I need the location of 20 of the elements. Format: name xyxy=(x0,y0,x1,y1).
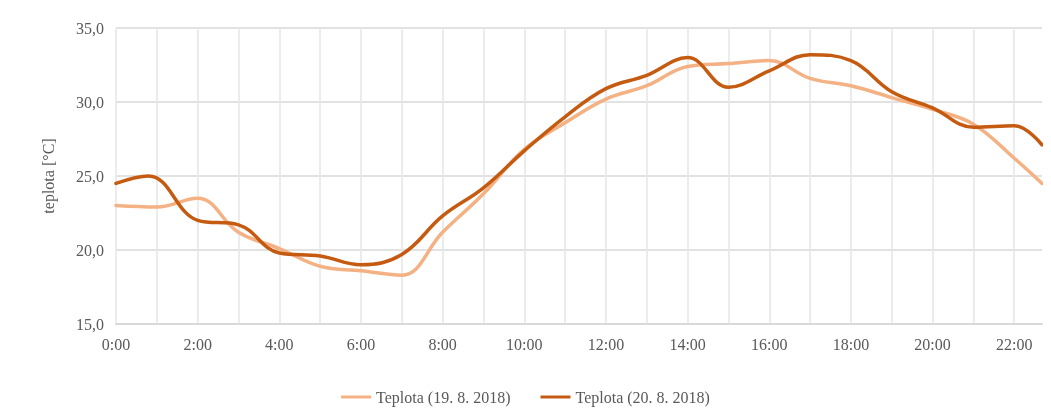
y-tick-label: 20,0 xyxy=(76,241,104,259)
x-tick-label: 12:00 xyxy=(587,335,625,353)
y-tick-label: 25,0 xyxy=(76,167,104,185)
legend-label: Teplota (20. 8. 2018) xyxy=(575,388,710,407)
x-tick-label: 10:00 xyxy=(506,335,543,353)
x-tick-label: 6:00 xyxy=(346,335,376,353)
x-tick-label: 0:00 xyxy=(101,335,131,353)
x-tick-label: 2:00 xyxy=(183,335,212,353)
y-axis-title: teplota [°C] xyxy=(39,138,58,214)
x-tick-label: 8:00 xyxy=(428,335,457,353)
y-tick-label: 30,0 xyxy=(76,93,104,111)
x-tick-label: 4:00 xyxy=(265,335,294,353)
x-tick-label: 16:00 xyxy=(751,335,788,353)
y-tick-label: 15,0 xyxy=(76,315,104,333)
legend-label: Teplota (19. 8. 2018) xyxy=(376,388,511,407)
y-tick-label: 35,0 xyxy=(76,19,104,37)
x-tick-label: 14:00 xyxy=(669,335,706,353)
x-tick-label: 22:00 xyxy=(996,335,1033,353)
x-tick-label: 18:00 xyxy=(832,335,870,353)
x-tick-label: 20:00 xyxy=(914,335,951,353)
